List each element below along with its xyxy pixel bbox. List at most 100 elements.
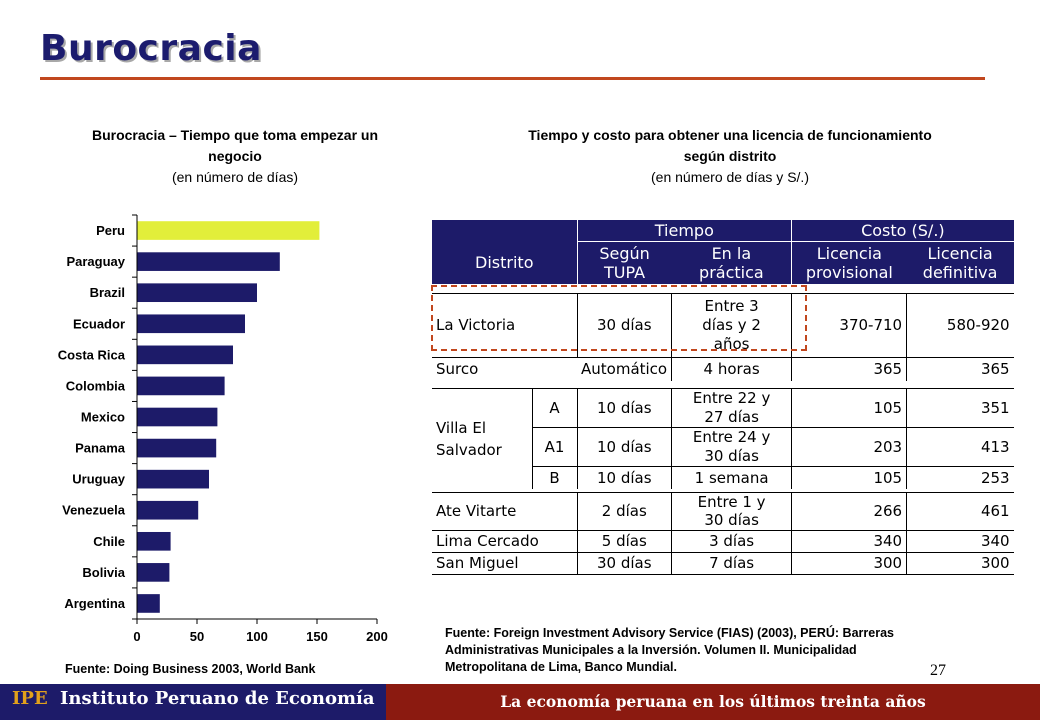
cell-distrito: Ate Vitarte xyxy=(436,502,517,520)
bar xyxy=(137,221,320,240)
table-row: Villa El Salvador A 10 días Entre 22 y 2… xyxy=(432,388,1014,459)
category-label: Mexico xyxy=(81,410,125,425)
chart-heading: Burocracia – Tiempo que toma empezar un … xyxy=(90,125,380,188)
cell-sub: A1 xyxy=(531,427,577,467)
cell-tupa: 5 días xyxy=(576,530,672,552)
cell-practica: Entre 22 y 27 días xyxy=(671,388,792,428)
table-source: Fuente: Foreign Investment Advisory Serv… xyxy=(445,626,894,674)
page-title: Burocracia xyxy=(40,28,262,69)
category-label: Costa Rica xyxy=(58,347,126,362)
table-title: Tiempo y costo para obtener una licencia… xyxy=(528,127,932,164)
category-label: Uruguay xyxy=(72,472,126,487)
footer-slogan: La economía peruana en los últimos trein… xyxy=(500,692,926,711)
page-number: 27 xyxy=(930,662,946,679)
bar xyxy=(137,531,171,551)
bar xyxy=(137,345,233,365)
table-header-groups: Tiempo Costo (S/.) xyxy=(432,220,1014,242)
cell-definitiva: 365 xyxy=(906,357,1014,381)
header-licencia-provisional: Licencia provisional xyxy=(791,241,907,284)
category-label: Argentina xyxy=(64,596,125,611)
cell-provisional: 203 xyxy=(791,427,907,467)
cell-provisional: 340 xyxy=(791,530,907,552)
license-table: Tiempo Costo (S/.) Distrito Según TUPA E… xyxy=(432,220,1014,575)
category-label: Bolivia xyxy=(82,565,125,580)
bar xyxy=(137,438,217,458)
x-tick-label: 0 xyxy=(133,629,140,644)
cell-distrito: Surco xyxy=(436,360,479,379)
title-underline xyxy=(40,77,985,80)
category-label: Panama xyxy=(75,441,126,456)
cell-sub: B xyxy=(531,466,577,489)
cell-definitiva: 461 xyxy=(906,492,1014,530)
x-tick-label: 50 xyxy=(190,629,204,644)
table-row: B 10 días 1 semana 105 253 xyxy=(432,466,1014,489)
category-label: Peru xyxy=(96,223,125,238)
cell-provisional: 300 xyxy=(791,552,907,575)
highlight-dashed-box xyxy=(431,285,807,351)
footer-slogan-bar: La economía peruana en los últimos trein… xyxy=(386,684,1040,720)
header-costo: Costo (S/.) xyxy=(791,220,1014,242)
cell-tupa: 2 días xyxy=(576,492,672,530)
cell-tupa: 30 días xyxy=(576,552,672,575)
footer-ipe-logo: IPE xyxy=(12,688,48,709)
chart-subtitle: (en número de días) xyxy=(171,169,299,185)
cell-tupa: 10 días xyxy=(576,466,672,489)
header-segun-tupa: Según TUPA xyxy=(576,241,672,284)
table-row: A1 10 días Entre 24 y 30 días 203 413 xyxy=(432,427,1014,467)
cell-definitiva: 300 xyxy=(906,552,1014,575)
footer-institute-name: Instituto Peruano de Economía xyxy=(60,688,375,709)
cell-distrito: Lima Cercado xyxy=(436,532,539,550)
cell-practica: 7 días xyxy=(671,552,792,575)
category-label: Venezuela xyxy=(62,503,126,518)
bar xyxy=(137,594,160,613)
table-heading: Tiempo y costo para obtener una licencia… xyxy=(520,125,940,188)
cell-provisional: 105 xyxy=(791,466,907,489)
category-label: Brazil xyxy=(90,285,125,300)
cell-tupa: Automático xyxy=(581,360,668,379)
cell-practica: Entre 1 y 30 días xyxy=(671,492,792,530)
cell-definitiva: 580-920 xyxy=(906,293,1014,357)
footer-brand: IPE Instituto Peruano de Economía xyxy=(0,684,386,720)
bar xyxy=(137,252,280,271)
bar xyxy=(137,407,218,427)
x-tick-label: 150 xyxy=(306,629,328,644)
cell-tupa: 30 días xyxy=(576,293,672,357)
cell-provisional: 370-710 xyxy=(791,293,907,357)
table-row: San Miguel 30 días 7 días 300 300 xyxy=(432,552,1014,575)
chart-title: Burocracia – Tiempo que toma empezar un … xyxy=(91,127,379,164)
category-label: Paraguay xyxy=(66,254,125,269)
table-subtitle: (en número de días y S/.) xyxy=(651,169,809,185)
header-tiempo: Tiempo xyxy=(576,220,792,242)
cell-practica: Entre 24 y 30 días xyxy=(671,427,792,467)
cell-definitiva: 253 xyxy=(906,466,1014,489)
table-header-row: Distrito Según TUPA En la práctica Licen… xyxy=(432,241,1014,284)
bar xyxy=(137,500,199,520)
cell-definitiva: 340 xyxy=(906,530,1014,552)
header-distrito: Distrito xyxy=(432,241,577,284)
cell-provisional: 105 xyxy=(791,388,907,428)
category-label: Chile xyxy=(93,534,125,549)
cell-provisional: 266 xyxy=(791,492,907,530)
cell-practica: 4 horas xyxy=(671,357,792,381)
cell-practica: 1 semana xyxy=(671,466,792,489)
cell-provisional: 365 xyxy=(791,357,907,381)
cell-distrito: Villa El Salvador xyxy=(436,418,502,459)
bar xyxy=(137,314,245,334)
cell-practica: Entre 3 días y 2 años xyxy=(671,293,792,357)
cell-sub: A xyxy=(531,388,577,428)
x-tick-label: 200 xyxy=(366,629,388,644)
cell-practica: 3 días xyxy=(671,530,792,552)
table-row: La Victoria 30 días Entre 3 días y 2 año… xyxy=(432,293,1014,357)
table-row: Surco Automático 4 horas 365 365 xyxy=(432,357,1014,381)
cell-distrito: La Victoria xyxy=(436,316,516,334)
header-en-la-practica: En la práctica xyxy=(671,241,792,284)
bar xyxy=(137,563,170,582)
bar xyxy=(137,376,225,396)
cell-distrito: San Miguel xyxy=(432,552,577,575)
header-licencia-definitiva: Licencia definitiva xyxy=(906,241,1014,284)
category-label: Colombia xyxy=(66,378,126,393)
chart-source: Fuente: Doing Business 2003, World Bank xyxy=(65,662,316,676)
cell-definitiva: 413 xyxy=(906,427,1014,467)
cell-tupa: 10 días xyxy=(576,388,672,428)
table-row: Ate Vitarte 2 días Entre 1 y 30 días 266… xyxy=(432,492,1014,530)
